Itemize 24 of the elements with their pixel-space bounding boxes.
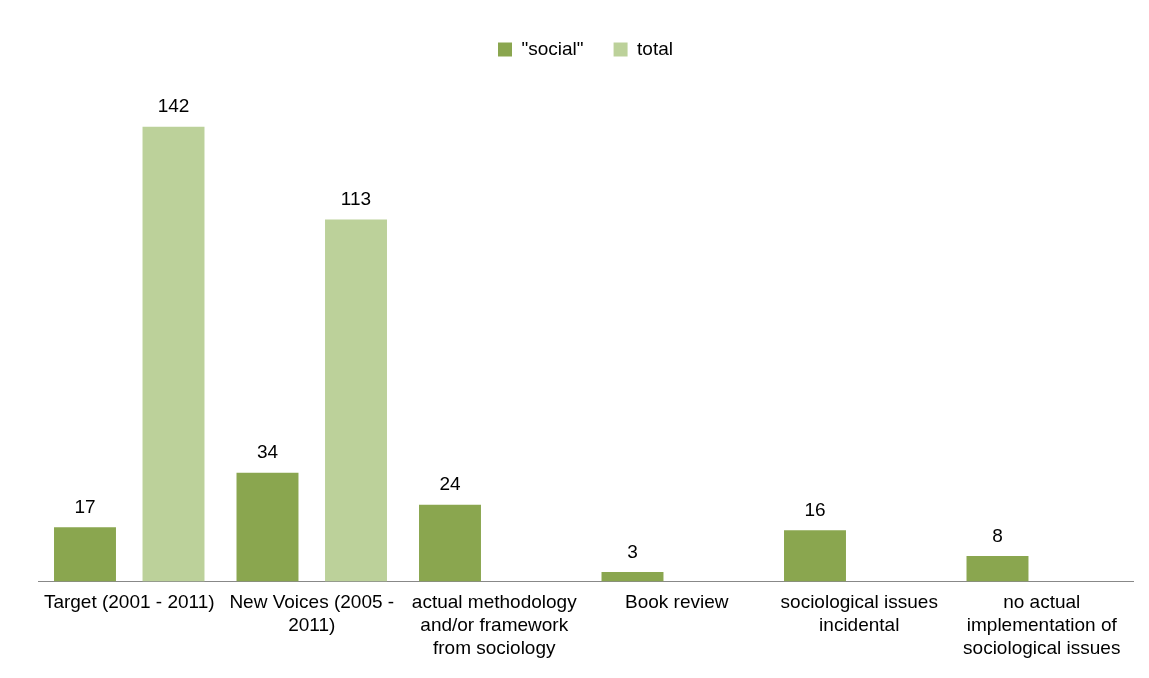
bar xyxy=(142,126,205,582)
data-label: 142 xyxy=(157,95,190,117)
legend-label: total xyxy=(637,37,673,59)
data-label: 16 xyxy=(804,499,826,521)
bar xyxy=(419,504,481,582)
bar xyxy=(784,530,846,582)
data-label: 8 xyxy=(992,524,1003,546)
x-tick-label: New Voices (2005 - 2011) xyxy=(229,591,395,636)
data-label: 17 xyxy=(74,495,96,517)
bar xyxy=(325,219,387,582)
x-tick-label: Target (2001 - 2011) xyxy=(43,591,215,613)
data-label: 24 xyxy=(439,473,461,495)
x-tick-label: actual methodology and/or framework from sociology xyxy=(411,591,578,658)
bar xyxy=(966,555,1029,582)
legend-label: "social" xyxy=(521,37,584,59)
bar xyxy=(601,571,664,582)
x-tick-label: Book review xyxy=(625,591,729,613)
data-label: 34 xyxy=(256,441,279,463)
data-label: 3 xyxy=(627,540,638,562)
bar xyxy=(236,472,299,582)
bar xyxy=(54,527,116,582)
x-tick-label: sociological issues incidental xyxy=(780,591,938,636)
x-tick-label: no actual implementation of sociological issues xyxy=(963,591,1121,658)
data-label: 113 xyxy=(340,188,372,210)
